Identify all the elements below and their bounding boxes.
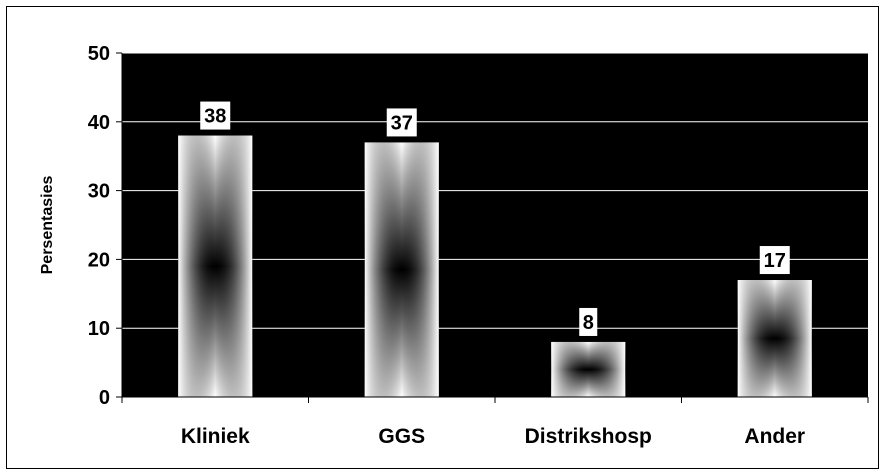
y-tick-label: 30 xyxy=(88,181,110,203)
x-tick-label: Ander xyxy=(744,425,805,448)
bar xyxy=(737,280,812,397)
data-label: 8 xyxy=(583,312,594,334)
x-tick-label: GGS xyxy=(378,425,425,448)
y-tick-label: 40 xyxy=(88,112,110,134)
bar-shade xyxy=(551,341,626,397)
bar xyxy=(364,142,439,397)
x-tick-label: Kliniek xyxy=(181,425,250,448)
data-label: 17 xyxy=(764,250,786,272)
data-label: 38 xyxy=(204,106,226,128)
y-tick-label: 0 xyxy=(99,387,110,409)
bars xyxy=(178,135,812,397)
y-tick-label: 20 xyxy=(88,249,110,271)
data-label-box xyxy=(200,101,231,130)
bar-shade xyxy=(737,280,812,397)
data-label-box xyxy=(579,307,598,336)
data-label: 37 xyxy=(391,112,413,134)
axes: 0 10 20 30 40 50 xyxy=(88,43,869,409)
y-tick-label: 50 xyxy=(88,43,110,65)
data-label-box xyxy=(386,108,417,137)
x-tick-label: Distrikshosp xyxy=(525,425,652,448)
data-label-box xyxy=(759,246,790,275)
bar xyxy=(551,341,626,397)
y-axis-title: Persentasies xyxy=(39,176,56,275)
labels: 38 Kliniek 37 GGS 8 Distrikshosp 17 Ander xyxy=(181,101,805,448)
bar-shade xyxy=(364,142,439,397)
bar-shade xyxy=(178,135,253,397)
y-tick-label: 10 xyxy=(88,318,110,340)
bar xyxy=(178,135,253,397)
